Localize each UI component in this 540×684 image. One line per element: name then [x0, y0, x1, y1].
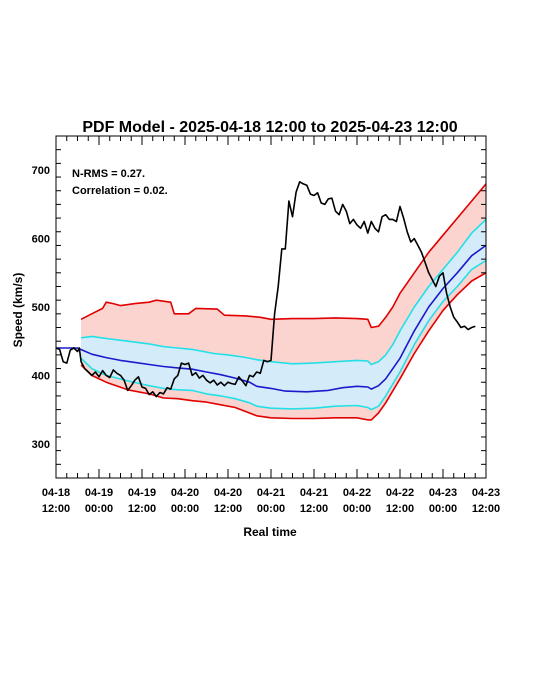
x-tick-label-date: 04-19: [128, 487, 156, 499]
series-upper-inner: [80, 218, 487, 366]
x-axis-label: Real time: [243, 525, 297, 539]
x-tick-label-time: 12:00: [128, 503, 156, 515]
axes: 300 400 500 600 700 04-18 12:00 04-19 00:00 04-19…: [32, 135, 500, 515]
series-median: [56, 244, 487, 393]
x-tick-label-date: 04-23: [429, 487, 457, 499]
x-tick-label-date: 04-23: [472, 487, 500, 499]
x-tick-label-date: 04-18: [42, 487, 70, 499]
series-lower-inner: [80, 259, 487, 411]
x-tick-label-time: 00:00: [171, 503, 199, 515]
x-tick-label-time: 00:00: [85, 503, 113, 515]
y-tick-label: 700: [32, 165, 50, 177]
x-tick-label-time: 12:00: [42, 503, 70, 515]
x-tick-label-time: 12:00: [214, 503, 242, 515]
x-tick-label-time: 12:00: [472, 503, 500, 515]
x-tick-label-date: 04-21: [257, 487, 285, 499]
chart-title: PDF Model - 2025-04-18 12:00 to 2025-04-…: [82, 119, 457, 136]
annotation-nrms: N-RMS = 0.27.: [72, 168, 145, 180]
y-axis-label: Speed (km/s): [11, 273, 25, 348]
x-tick-label-date: 04-22: [386, 487, 414, 499]
series-upper-outer: [80, 183, 487, 329]
x-tick-label-date: 04-20: [214, 487, 242, 499]
x-tick-label-time: 00:00: [257, 503, 285, 515]
x-tick-label-date: 04-22: [343, 487, 371, 499]
series-observed: [55, 181, 476, 398]
inner-band-fill: [81, 219, 486, 410]
x-tick-label-time: 12:00: [386, 503, 414, 515]
x-tick-label-date: 04-21: [300, 487, 328, 499]
annotation-correlation: Correlation = 0.02.: [72, 185, 168, 197]
series-lower-outer: [80, 272, 487, 421]
x-tick-label-date: 04-20: [171, 487, 199, 499]
x-tick-label-time: 00:00: [343, 503, 371, 515]
y-tick-label: 600: [32, 234, 50, 246]
x-tick-label-date: 04-19: [85, 487, 113, 499]
y-tick-label: 300: [32, 439, 50, 451]
plot-area: [55, 181, 487, 421]
x-tick-label-time: 00:00: [429, 503, 457, 515]
x-tick-label-time: 12:00: [300, 503, 328, 515]
y-tick-label: 500: [32, 302, 50, 314]
y-tick-label: 400: [32, 370, 50, 382]
